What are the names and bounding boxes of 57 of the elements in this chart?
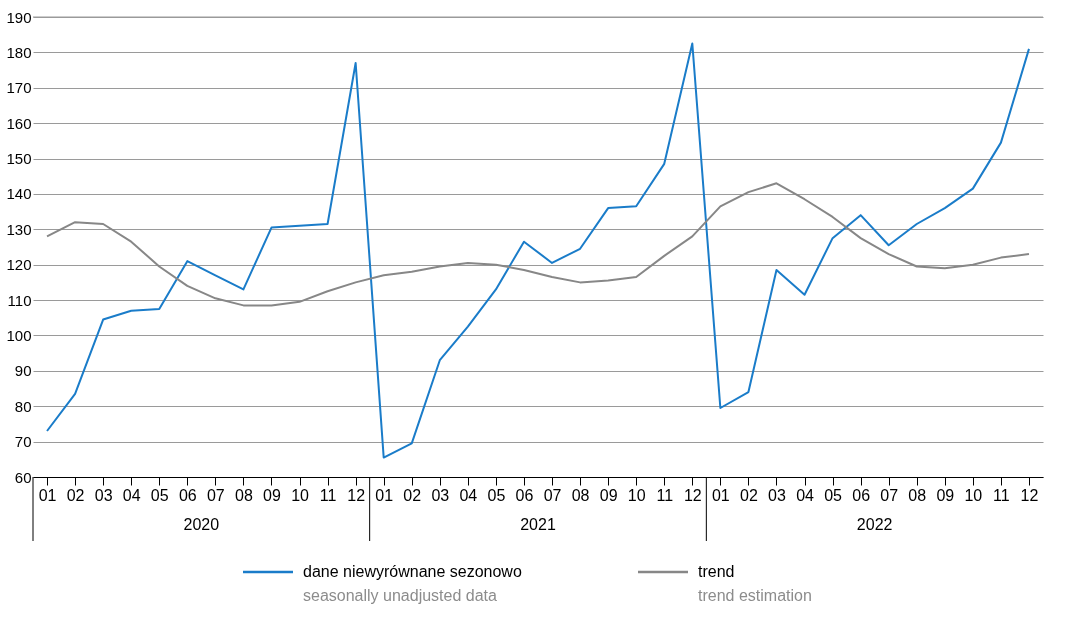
text: 2022: [856, 516, 893, 533]
x-tick-label: 11: [993, 486, 1010, 504]
y-tick-label: 150: [6, 150, 32, 168]
x-tick-label: 06: [178, 486, 197, 504]
y-tick-label: 140: [6, 185, 32, 203]
x-tick-label: 07: [880, 486, 899, 504]
x-tick-label: 07: [543, 486, 562, 504]
x-tick-label: 06: [852, 486, 871, 504]
y-tick-label: 110: [7, 291, 32, 309]
x-tick-label: 02: [66, 486, 85, 504]
y-tick-label: 120: [6, 256, 32, 274]
x-tick-label: 01: [38, 486, 57, 504]
x-tick-label: 09: [263, 486, 281, 504]
x-tick-label: 08: [235, 486, 253, 504]
x-tick-label: 12: [347, 486, 366, 504]
x-tick-label: 10: [627, 486, 646, 504]
x-tick-label: 02: [403, 486, 422, 504]
x-tick-label: 02: [740, 486, 758, 504]
text: 2021: [520, 516, 556, 533]
x-tick-label: 03: [431, 486, 450, 504]
y-tick-label: 180: [6, 43, 32, 61]
x-tick-label: 06: [515, 486, 534, 504]
line-series: [46, 42, 1030, 459]
y-tick-label: 70: [14, 433, 32, 451]
x-tick-label: 11: [319, 486, 337, 504]
y-tick-label: 100: [6, 326, 32, 344]
y-tick-label: 130: [6, 220, 32, 238]
x-tick-label: 01: [711, 486, 730, 504]
x-tick-label: 11: [656, 486, 674, 504]
y-tick-label: 170: [6, 79, 32, 97]
x-tick-label: 04: [122, 486, 141, 504]
x-tick-label: 08: [908, 486, 927, 504]
y-tick-label: 190: [6, 8, 32, 26]
x-tick-label: 03: [768, 486, 786, 504]
x-tick-label: 12: [1020, 486, 1039, 504]
y-tick-label: 160: [6, 114, 32, 132]
x-tick-label: 01: [375, 486, 394, 504]
x-tick-label: 09: [936, 486, 955, 504]
line-series: [46, 182, 1030, 307]
y-tick-label: 90: [14, 362, 32, 380]
x-tick-label: 07: [206, 486, 225, 504]
x-tick-label: 09: [599, 486, 618, 504]
legend-label: dane niewyrównane sezonowo seasonally unadjusted data: [303, 563, 522, 604]
legend-label: trend trend estimation: [698, 563, 812, 604]
x-tick-label: 04: [459, 486, 478, 504]
x-tick-label: 04: [796, 486, 815, 504]
x-tick-label: 03: [94, 486, 113, 504]
text: 2020: [183, 516, 220, 533]
x-tick-label: 05: [824, 486, 843, 504]
y-tick-label: 80: [14, 397, 32, 415]
x-tick-label: 12: [683, 486, 702, 504]
x-tick-label: 05: [487, 486, 506, 504]
x-tick-label: 10: [964, 486, 983, 504]
x-tick-label: 08: [571, 486, 590, 504]
y-tick-label: 60: [14, 468, 32, 486]
x-tick-label: 05: [150, 486, 169, 504]
x-tick-label: 10: [291, 486, 310, 504]
